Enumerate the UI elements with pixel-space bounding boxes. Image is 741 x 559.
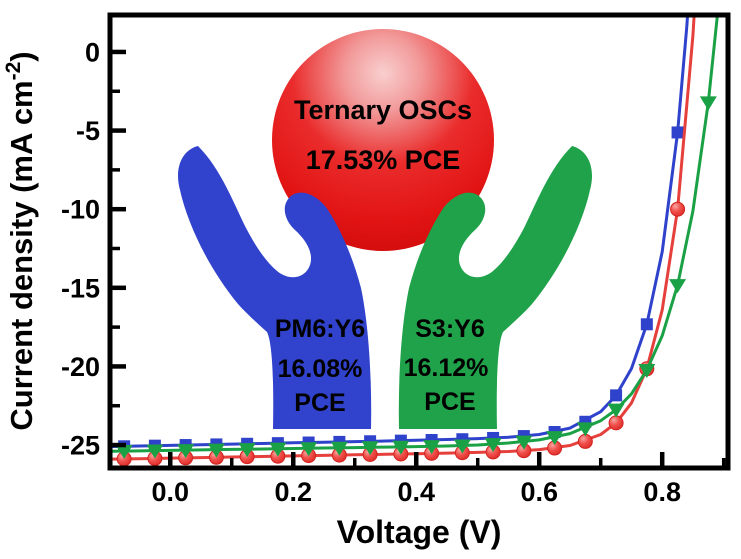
ball-and-hands-graphic: Ternary OSCs 17.53% PCE PM6:Y6 16.08% PC…	[178, 29, 592, 429]
x-tick-label: 0.4	[397, 477, 435, 507]
marker-circle-ternary	[577, 433, 593, 449]
marker-circle-ternary	[670, 201, 686, 217]
marker-triangle-s3y6	[207, 443, 225, 458]
marker-triangle-s3y6	[423, 440, 441, 455]
axis-tick-labels: 0.0 0.2 0.4 0.6 0.8 0 -5 -10 -15 -20 -25	[61, 37, 681, 507]
right-hand-pce-label: PCE	[424, 388, 475, 416]
y-tick-label: 0	[85, 37, 100, 67]
marker-triangle-s3y6	[484, 438, 502, 453]
ball-title: Ternary OSCs	[294, 95, 472, 125]
red-ball-graphic	[272, 29, 494, 251]
ball-pce-label: 17.53% PCE	[306, 145, 461, 175]
marker-triangle-s3y6	[576, 422, 594, 437]
x-tick-label: 0.0	[151, 477, 189, 507]
marker-triangle-s3y6	[361, 441, 379, 456]
marker-triangle-s3y6	[638, 364, 656, 379]
marker-triangle-s3y6	[269, 442, 287, 457]
series-group	[112, 15, 719, 467]
marker-triangle-s3y6	[146, 444, 164, 459]
y-tick-label: -10	[61, 195, 100, 225]
y-axis-title-main: Current density (mA cm	[4, 80, 39, 430]
y-axis-title-superscript: -2	[2, 62, 25, 81]
marker-square-pm6y6	[610, 389, 623, 402]
marker-triangle-s3y6	[330, 441, 348, 456]
right-hand-name-label: S3:Y6	[415, 315, 484, 343]
y-tick-label: -20	[61, 352, 100, 382]
right-hand-pce-value: 16.12%	[404, 354, 489, 382]
marker-triangle-s3y6	[699, 96, 717, 111]
left-hand-shape	[178, 146, 372, 429]
left-hand-graphic	[178, 146, 372, 429]
x-tick-label: 0.2	[274, 477, 312, 507]
marker-square-pm6y6	[671, 126, 684, 139]
left-hand-pce-label: PCE	[294, 389, 345, 417]
marker-triangle-s3y6	[177, 444, 195, 459]
plot-frame	[107, 12, 731, 471]
y-axis-title-close: )	[4, 51, 39, 61]
marker-triangle-s3y6	[453, 439, 471, 454]
right-hand-graphic	[398, 146, 592, 429]
axis-ticks	[112, 49, 726, 466]
left-hand-pce-value: 16.08%	[278, 355, 363, 383]
marker-triangle-s3y6	[546, 431, 564, 446]
marker-triangle-s3y6	[669, 279, 687, 294]
y-axis-title: Current density (mA cm-2)	[2, 51, 39, 430]
x-axis-title: Voltage (V)	[337, 514, 502, 550]
x-tick-label: 0.6	[520, 477, 558, 507]
marker-triangle-s3y6	[238, 443, 256, 458]
marker-triangle-s3y6	[392, 440, 410, 455]
y-tick-label: -25	[61, 431, 100, 461]
x-tick-label: 0.8	[643, 477, 681, 507]
marker-triangle-s3y6	[607, 403, 625, 418]
right-hand-shape	[398, 146, 592, 429]
y-tick-label: -15	[61, 273, 100, 303]
marker-circle-ternary	[608, 415, 624, 431]
marker-square-pm6y6	[640, 318, 653, 331]
marker-triangle-s3y6	[115, 445, 133, 460]
left-hand-name-label: PM6:Y6	[275, 315, 365, 343]
marker-triangle-s3y6	[515, 435, 533, 450]
y-tick-label: -5	[76, 116, 100, 146]
marker-triangle-s3y6	[300, 442, 318, 457]
